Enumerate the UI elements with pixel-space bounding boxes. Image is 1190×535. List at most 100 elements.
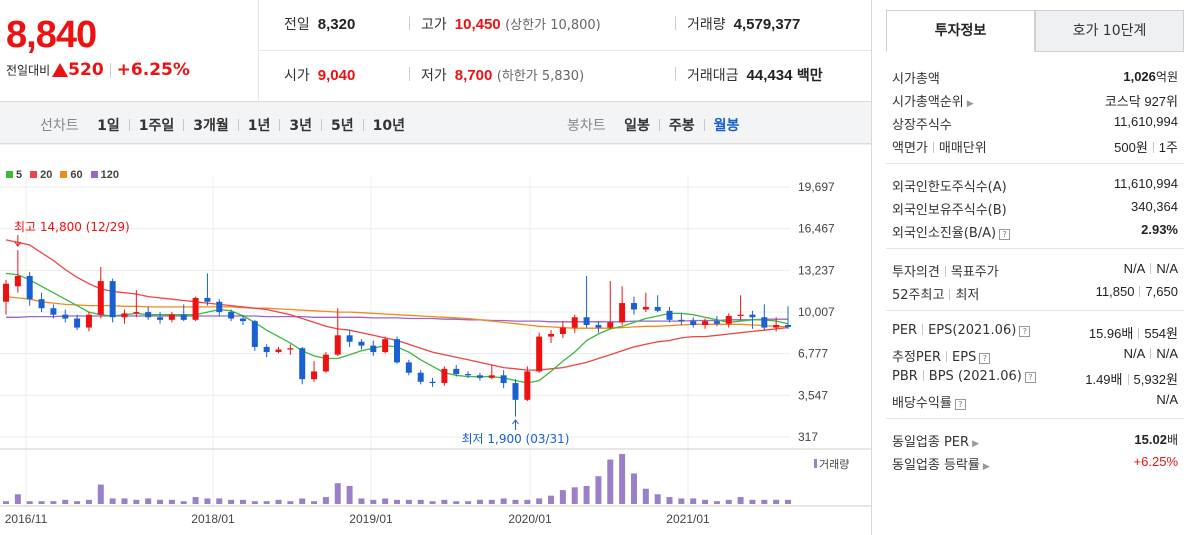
sector-rate-label[interactable]: 동일업종 등락률 ▶ <box>892 454 990 473</box>
row-sector-rate[interactable]: 동일업종 등락률 ▶ +6.25% <box>886 451 1184 474</box>
y-tick-label: 16,467 <box>798 222 835 236</box>
candle-period-0[interactable]: 일봉 <box>624 118 650 134</box>
change-rate: +6.25% <box>116 60 190 80</box>
row-market-cap-rank[interactable]: 시가총액순위 ▶ 코스닥 927위 <box>886 88 1184 111</box>
stock-chart[interactable]: 19,697 16,467 13,237 10,007 6,777 3,547 317 201… <box>0 144 871 535</box>
help-icon[interactable]: ? <box>979 353 991 364</box>
sector-rate-value: +6.25% <box>1133 454 1178 469</box>
volume-bar <box>524 499 531 504</box>
divider <box>949 289 951 300</box>
volume-bar <box>441 499 448 504</box>
stat-open-value: 9,040 <box>317 67 356 84</box>
candle-body <box>405 362 412 373</box>
candle-chart-label: 봉차트 <box>567 118 606 134</box>
line-period-3[interactable]: 1년 <box>247 118 271 134</box>
divider <box>409 16 410 30</box>
candle-body <box>180 314 187 320</box>
row-sector-per[interactable]: 동일업종 PER ▶ 15.02배 <box>886 428 1184 451</box>
volume-bar <box>394 499 400 504</box>
candle-body <box>524 371 531 400</box>
candle-body <box>204 297 211 302</box>
chart-period-toolbar: 선차트 1일 1주일 3개월 1년 3년 5년 10년 봉차트 일봉 주봉 월봉 <box>0 102 871 144</box>
line-period-6[interactable]: 10년 <box>372 118 405 134</box>
sector-per-text: 동일업종 PER <box>892 435 970 450</box>
candle-body <box>619 303 626 323</box>
market-cap-label: 시가총액 <box>892 72 940 87</box>
volume-bar <box>133 499 140 504</box>
line-period-1[interactable]: 1주일 <box>138 118 175 134</box>
market-cap-rank-label[interactable]: 시가총액순위 ▶ <box>892 91 974 110</box>
divider <box>321 119 322 131</box>
legend-ma-20: 20 <box>30 169 52 181</box>
candle-body <box>595 324 602 328</box>
volume-bar <box>145 498 152 504</box>
change-row: 전일대비 520 +6.25% <box>6 60 190 80</box>
help-icon[interactable]: ? <box>999 229 1011 240</box>
candle-body <box>559 327 566 335</box>
volume-bar <box>654 494 661 504</box>
stat-low-value: 8,700 <box>454 67 493 84</box>
divider <box>183 119 185 131</box>
candle-body <box>382 339 389 353</box>
divider <box>932 142 934 153</box>
stat-amount: 거래대금 44,434 백만 <box>675 65 823 85</box>
candle-body <box>642 306 649 310</box>
candle-body <box>251 321 258 347</box>
foreign-limit-label: 외국인한도주식수(A) <box>892 180 1007 195</box>
volume-bar <box>382 498 389 504</box>
row-foreign-limit: 외국인한도주식수(A) 11,610,994 <box>886 173 1184 196</box>
help-icon[interactable]: ? <box>1019 326 1031 337</box>
stat-high-label: 고가 <box>421 17 447 33</box>
help-icon[interactable]: ? <box>1024 372 1036 383</box>
candle-body <box>725 315 732 324</box>
stat-low: 저가 8,700 (하한가 5,830) <box>409 65 584 85</box>
candle-body <box>488 375 495 378</box>
candle-body <box>192 297 199 320</box>
sector-per-label[interactable]: 동일업종 PER ▶ <box>892 431 979 450</box>
line-chart-label: 선차트 <box>40 118 79 134</box>
candle-body <box>85 314 92 328</box>
candle-body <box>583 317 590 325</box>
row-listed-shares: 상장주식수 11,610,994 <box>886 111 1184 134</box>
volume-bar <box>429 501 436 504</box>
volume-bar <box>74 501 81 504</box>
stat-open-label: 시가 <box>284 68 310 84</box>
candle-period-1[interactable]: 주봉 <box>668 118 695 134</box>
target-price-number: N/A <box>1156 261 1178 276</box>
investment-info-panel: 투자정보 호가 10단계 시가총액 1,026억원 시가총액순위 ▶ 코스닥 92… <box>871 0 1190 535</box>
line-period-5[interactable]: 5년 <box>331 118 354 134</box>
w52-low-text: 최저 <box>955 288 980 303</box>
candle-body <box>311 371 318 380</box>
line-period-4[interactable]: 3년 <box>289 118 312 134</box>
candle-period-2[interactable]: 월봉 <box>713 118 740 134</box>
row-dividend: 배당수익률? N/A <box>886 389 1184 412</box>
market-cap-rank-text: 시가총액순위 <box>892 95 964 110</box>
y-tick-label: 6,777 <box>798 347 828 361</box>
tab-order-book[interactable]: 호가 10단계 <box>1035 10 1184 52</box>
volume-bar <box>583 485 590 504</box>
trading-unit-number: 1주 <box>1158 140 1178 155</box>
volume-bar <box>666 497 673 504</box>
volume-bar <box>311 501 318 504</box>
row-foreign-hold: 외국인보유주식수(B) 340,364 <box>886 196 1184 219</box>
chevron-right-icon: ▶ <box>982 462 990 472</box>
y-tick-label: 317 <box>798 430 818 444</box>
volume-bar <box>358 498 365 504</box>
foreign-hold-value: 340,364 <box>1131 199 1178 214</box>
stat-volume-label: 거래량 <box>687 17 726 33</box>
line-period-0[interactable]: 1일 <box>97 118 120 134</box>
divider <box>675 67 676 81</box>
listed-shares-label: 상장주식수 <box>892 118 952 133</box>
tab-invest-info[interactable]: 투자정보 <box>886 10 1035 52</box>
pbr-label: PBR BPS (2021.06)? <box>892 369 1036 384</box>
help-icon[interactable]: ? <box>954 399 966 410</box>
legend-swatch <box>90 171 98 178</box>
volume-bar <box>405 499 412 504</box>
up-triangle-icon <box>52 63 69 77</box>
opinion-value: N/A N/A <box>1124 261 1178 276</box>
w52-value: 11,850 7,650 <box>1096 284 1178 299</box>
stat-prev-label: 전일 <box>284 17 310 33</box>
sector-rate-text: 동일업종 등락률 <box>892 458 980 473</box>
line-period-2[interactable]: 3개월 <box>193 118 229 134</box>
candle-body <box>299 348 306 380</box>
